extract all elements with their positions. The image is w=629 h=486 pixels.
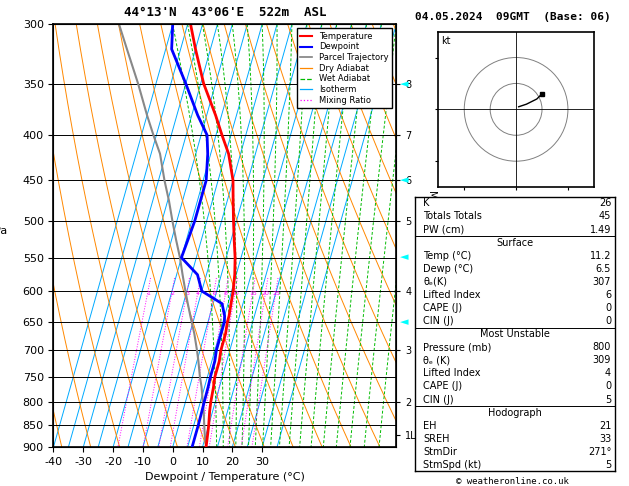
Text: 307: 307 (593, 277, 611, 287)
Text: Pressure (mb): Pressure (mb) (423, 342, 491, 352)
Text: Lifted Index: Lifted Index (423, 290, 481, 300)
Text: ◄: ◄ (400, 253, 409, 262)
Text: 21: 21 (599, 421, 611, 431)
Title: 44°13'N  43°06'E  522m  ASL: 44°13'N 43°06'E 522m ASL (124, 6, 326, 19)
Text: 8: 8 (224, 291, 228, 295)
X-axis label: Dewpoint / Temperature (°C): Dewpoint / Temperature (°C) (145, 472, 305, 483)
Text: 04.05.2024  09GMT  (Base: 06): 04.05.2024 09GMT (Base: 06) (415, 12, 611, 22)
Text: 0: 0 (605, 316, 611, 326)
Text: 5: 5 (605, 460, 611, 470)
Text: 10: 10 (231, 291, 239, 295)
Text: SREH: SREH (423, 434, 450, 444)
Text: CAPE (J): CAPE (J) (423, 382, 462, 391)
Text: ◄: ◄ (400, 317, 409, 327)
Text: 309: 309 (593, 355, 611, 365)
Text: 1: 1 (146, 291, 150, 295)
Text: 4: 4 (196, 291, 200, 295)
Text: Mixing Ratio (g/kg): Mixing Ratio (g/kg) (427, 190, 437, 282)
Text: Hodograph: Hodograph (488, 408, 542, 417)
Text: 25: 25 (272, 291, 280, 295)
Text: 4: 4 (605, 368, 611, 379)
Text: CIN (J): CIN (J) (423, 395, 454, 404)
Text: ◄: ◄ (400, 175, 409, 185)
Text: 2: 2 (170, 291, 174, 295)
Text: Totals Totals: Totals Totals (423, 211, 482, 222)
Text: 11.2: 11.2 (589, 251, 611, 260)
Text: CAPE (J): CAPE (J) (423, 303, 462, 313)
Text: 6: 6 (212, 291, 216, 295)
Text: kt: kt (442, 36, 451, 46)
Text: ◄: ◄ (400, 79, 409, 88)
Text: 26: 26 (599, 198, 611, 208)
Text: CIN (J): CIN (J) (423, 316, 454, 326)
Text: K: K (423, 198, 430, 208)
Text: θₑ(K): θₑ(K) (423, 277, 447, 287)
Text: Most Unstable: Most Unstable (480, 329, 550, 339)
Text: 1.49: 1.49 (590, 225, 611, 235)
Text: 0: 0 (605, 382, 611, 391)
Text: 45: 45 (599, 211, 611, 222)
Text: © weatheronline.co.uk: © weatheronline.co.uk (456, 477, 569, 486)
Y-axis label: hPa: hPa (0, 226, 8, 236)
Text: 33: 33 (599, 434, 611, 444)
Text: 271°: 271° (587, 447, 611, 457)
Text: Lifted Index: Lifted Index (423, 368, 481, 379)
Text: 0: 0 (605, 303, 611, 313)
Text: StmSpd (kt): StmSpd (kt) (423, 460, 481, 470)
Text: 6.5: 6.5 (596, 264, 611, 274)
Text: EH: EH (423, 421, 437, 431)
Text: 20: 20 (262, 291, 270, 295)
Text: Surface: Surface (496, 238, 534, 247)
Text: StmDir: StmDir (423, 447, 457, 457)
Text: 6: 6 (605, 290, 611, 300)
Text: PW (cm): PW (cm) (423, 225, 464, 235)
Text: Temp (°C): Temp (°C) (423, 251, 471, 260)
Text: 5: 5 (605, 395, 611, 404)
Text: 15: 15 (249, 291, 257, 295)
Text: 800: 800 (593, 342, 611, 352)
Y-axis label: km
ASL: km ASL (448, 225, 466, 246)
Text: 3: 3 (185, 291, 189, 295)
Text: θₑ (K): θₑ (K) (423, 355, 450, 365)
Legend: Temperature, Dewpoint, Parcel Trajectory, Dry Adiabat, Wet Adiabat, Isotherm, Mi: Temperature, Dewpoint, Parcel Trajectory… (297, 29, 392, 108)
Text: Dewp (°C): Dewp (°C) (423, 264, 473, 274)
